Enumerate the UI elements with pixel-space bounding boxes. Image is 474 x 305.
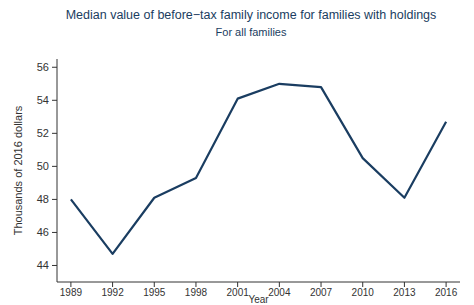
x-tick-label: 1989 [60,287,83,298]
y-tick-label: 48 [37,193,49,205]
plot-area [71,84,446,254]
y-tick [52,67,57,68]
x-tick-label: 2004 [268,287,291,298]
data-line [71,84,446,254]
y-tick [52,265,57,266]
x-tick-label: 2010 [352,287,375,298]
x-tick-label: 2013 [393,287,416,298]
x-axis-label: Year [248,294,269,305]
x-tick-label: 2007 [310,287,333,298]
y-tick-label: 44 [37,259,49,271]
y-axis-label: Thousands of 2016 dollars [12,105,24,235]
x-axis-line [57,282,460,283]
x-tick-label: 2016 [435,287,458,298]
y-tick [52,199,57,200]
y-tick-label: 46 [37,226,49,238]
x-tick-label: 1998 [185,287,208,298]
y-tick-label: 54 [37,94,49,106]
y-tick [52,232,57,233]
y-tick-label: 50 [37,160,49,172]
y-axis-line [57,59,58,282]
x-tick-label: 1992 [101,287,124,298]
y-tick [52,133,57,134]
y-tick [52,100,57,101]
x-tick-label: 1995 [143,287,166,298]
y-tick-label: 56 [37,61,49,73]
y-tick [52,166,57,167]
y-tick-label: 52 [37,127,49,139]
x-tick-label: 2001 [227,287,250,298]
chart: Median value of before−tax family income… [0,0,474,305]
subtitle: For all families [216,26,287,38]
title: Median value of before−tax family income… [66,8,437,22]
